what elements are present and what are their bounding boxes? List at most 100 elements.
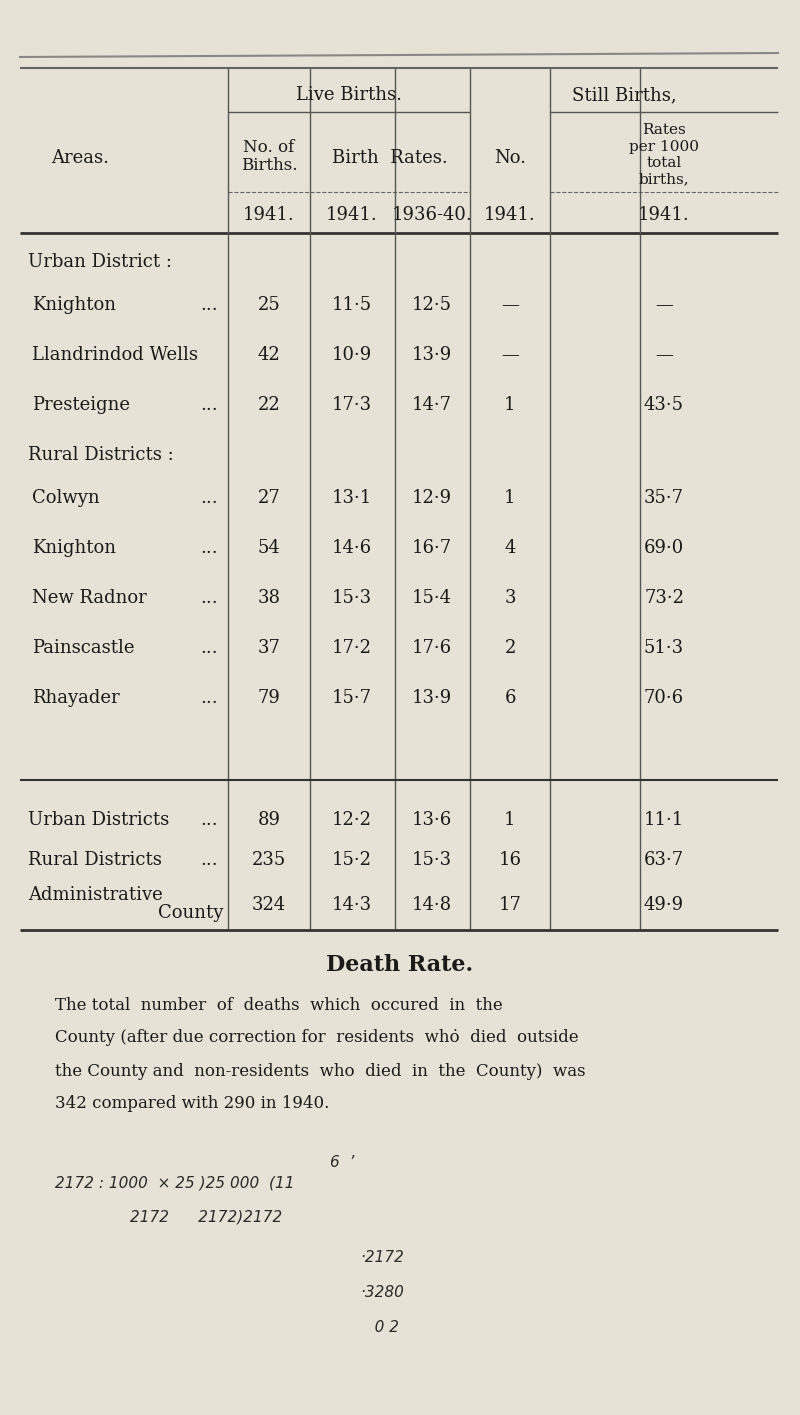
Text: 89: 89 [258, 811, 281, 829]
Text: 13·1: 13·1 [332, 490, 372, 507]
Text: 17·2: 17·2 [332, 640, 372, 657]
Text: 69·0: 69·0 [644, 539, 684, 558]
Text: 1941.: 1941. [243, 207, 295, 224]
Text: Rural Districts: Rural Districts [28, 850, 162, 869]
Text: ...: ... [200, 850, 218, 869]
Text: County: County [158, 904, 223, 923]
Text: per 1000: per 1000 [629, 140, 699, 154]
Text: 17: 17 [498, 896, 522, 914]
Text: Still Births,: Still Births, [572, 86, 676, 103]
Text: 17·3: 17·3 [332, 396, 372, 415]
Text: Administrative: Administrative [28, 886, 162, 904]
Text: 25: 25 [258, 296, 280, 314]
Text: 37: 37 [258, 640, 281, 657]
Text: 63·7: 63·7 [644, 850, 684, 869]
Text: 14·6: 14·6 [332, 539, 372, 558]
Text: births,: births, [638, 173, 690, 185]
Text: ...: ... [200, 589, 218, 607]
Text: 11·5: 11·5 [332, 296, 372, 314]
Text: Birth  Rates.: Birth Rates. [332, 149, 448, 167]
Text: 3: 3 [504, 589, 516, 607]
Text: 11·1: 11·1 [644, 811, 684, 829]
Text: 73·2: 73·2 [644, 589, 684, 607]
Text: —: — [501, 347, 519, 364]
Text: 1: 1 [504, 396, 516, 415]
Text: 14·3: 14·3 [332, 896, 372, 914]
Text: Death Rate.: Death Rate. [326, 954, 474, 976]
Text: ·2172: ·2172 [360, 1249, 404, 1265]
Text: 35·7: 35·7 [644, 490, 684, 507]
Text: 54: 54 [258, 539, 280, 558]
Text: 6  ’: 6 ’ [330, 1155, 354, 1170]
Text: 15·3: 15·3 [332, 589, 372, 607]
Text: 1941.: 1941. [326, 207, 378, 224]
Text: No.: No. [494, 149, 526, 167]
Text: ·3280: ·3280 [360, 1285, 404, 1300]
Text: 16: 16 [498, 850, 522, 869]
Text: 1: 1 [504, 490, 516, 507]
Text: 2172 : 1000  × 25 )25 000  (11: 2172 : 1000 × 25 )25 000 (11 [55, 1174, 294, 1190]
Text: Urban Districts: Urban Districts [28, 811, 170, 829]
Text: Knighton: Knighton [32, 539, 116, 558]
Text: total: total [646, 156, 682, 170]
Text: 14·7: 14·7 [412, 396, 452, 415]
Text: 342 compared with 290 in 1940.: 342 compared with 290 in 1940. [55, 1095, 330, 1112]
Text: Presteigne: Presteigne [32, 396, 130, 415]
Text: ...: ... [200, 296, 218, 314]
Text: Rhayader: Rhayader [32, 689, 120, 708]
Text: 16·7: 16·7 [412, 539, 452, 558]
Text: 15·2: 15·2 [332, 850, 372, 869]
Text: 70·6: 70·6 [644, 689, 684, 708]
Text: 6: 6 [504, 689, 516, 708]
Text: ...: ... [200, 490, 218, 507]
Text: 38: 38 [258, 589, 281, 607]
Text: 13·9: 13·9 [412, 347, 452, 364]
Text: 235: 235 [252, 850, 286, 869]
Text: ...: ... [200, 811, 218, 829]
Text: No. of: No. of [243, 140, 294, 157]
Text: 14·8: 14·8 [412, 896, 452, 914]
Text: 22: 22 [258, 396, 280, 415]
Text: 15·3: 15·3 [412, 850, 452, 869]
Text: Urban District :: Urban District : [28, 253, 172, 272]
Text: The total  number  of  deaths  which  occured  in  the: The total number of deaths which occured… [55, 996, 502, 1013]
Text: 27: 27 [258, 490, 280, 507]
Text: —: — [655, 296, 673, 314]
Text: County (after due correction for  residents  whȯ  died  outside: County (after due correction for residen… [55, 1030, 578, 1047]
Text: 10·9: 10·9 [332, 347, 372, 364]
Text: Knighton: Knighton [32, 296, 116, 314]
Text: Live Births.: Live Births. [296, 86, 402, 103]
Text: 1936-40.: 1936-40. [392, 207, 472, 224]
Text: 42: 42 [258, 347, 280, 364]
Text: —: — [501, 296, 519, 314]
Text: 43·5: 43·5 [644, 396, 684, 415]
Text: 12·9: 12·9 [412, 490, 452, 507]
Text: Painscastle: Painscastle [32, 640, 134, 657]
Text: New Radnor: New Radnor [32, 589, 146, 607]
Text: ...: ... [200, 689, 218, 708]
Text: Rural Districts :: Rural Districts : [28, 446, 174, 464]
Text: 79: 79 [258, 689, 281, 708]
Text: ...: ... [200, 396, 218, 415]
Text: 2172      2172)2172: 2172 2172)2172 [130, 1210, 282, 1225]
Text: 4: 4 [504, 539, 516, 558]
Text: Llandrindod Wells: Llandrindod Wells [32, 347, 198, 364]
Text: 13·6: 13·6 [412, 811, 452, 829]
Text: Rates: Rates [642, 123, 686, 137]
Text: the County and  non-residents  who  died  in  the  County)  was: the County and non-residents who died in… [55, 1063, 586, 1080]
Text: 51·3: 51·3 [644, 640, 684, 657]
Text: Births.: Births. [241, 157, 298, 174]
Text: Colwyn: Colwyn [32, 490, 100, 507]
Text: 1941.: 1941. [484, 207, 536, 224]
Text: 13·9: 13·9 [412, 689, 452, 708]
Text: 49·9: 49·9 [644, 896, 684, 914]
Text: 0 2: 0 2 [360, 1320, 399, 1334]
Text: 15·7: 15·7 [332, 689, 372, 708]
Text: ...: ... [200, 539, 218, 558]
Text: 1941.: 1941. [638, 207, 690, 224]
Text: 2: 2 [504, 640, 516, 657]
Text: 12·2: 12·2 [332, 811, 372, 829]
Text: 12·5: 12·5 [412, 296, 452, 314]
Text: 1: 1 [504, 811, 516, 829]
Text: ...: ... [200, 640, 218, 657]
